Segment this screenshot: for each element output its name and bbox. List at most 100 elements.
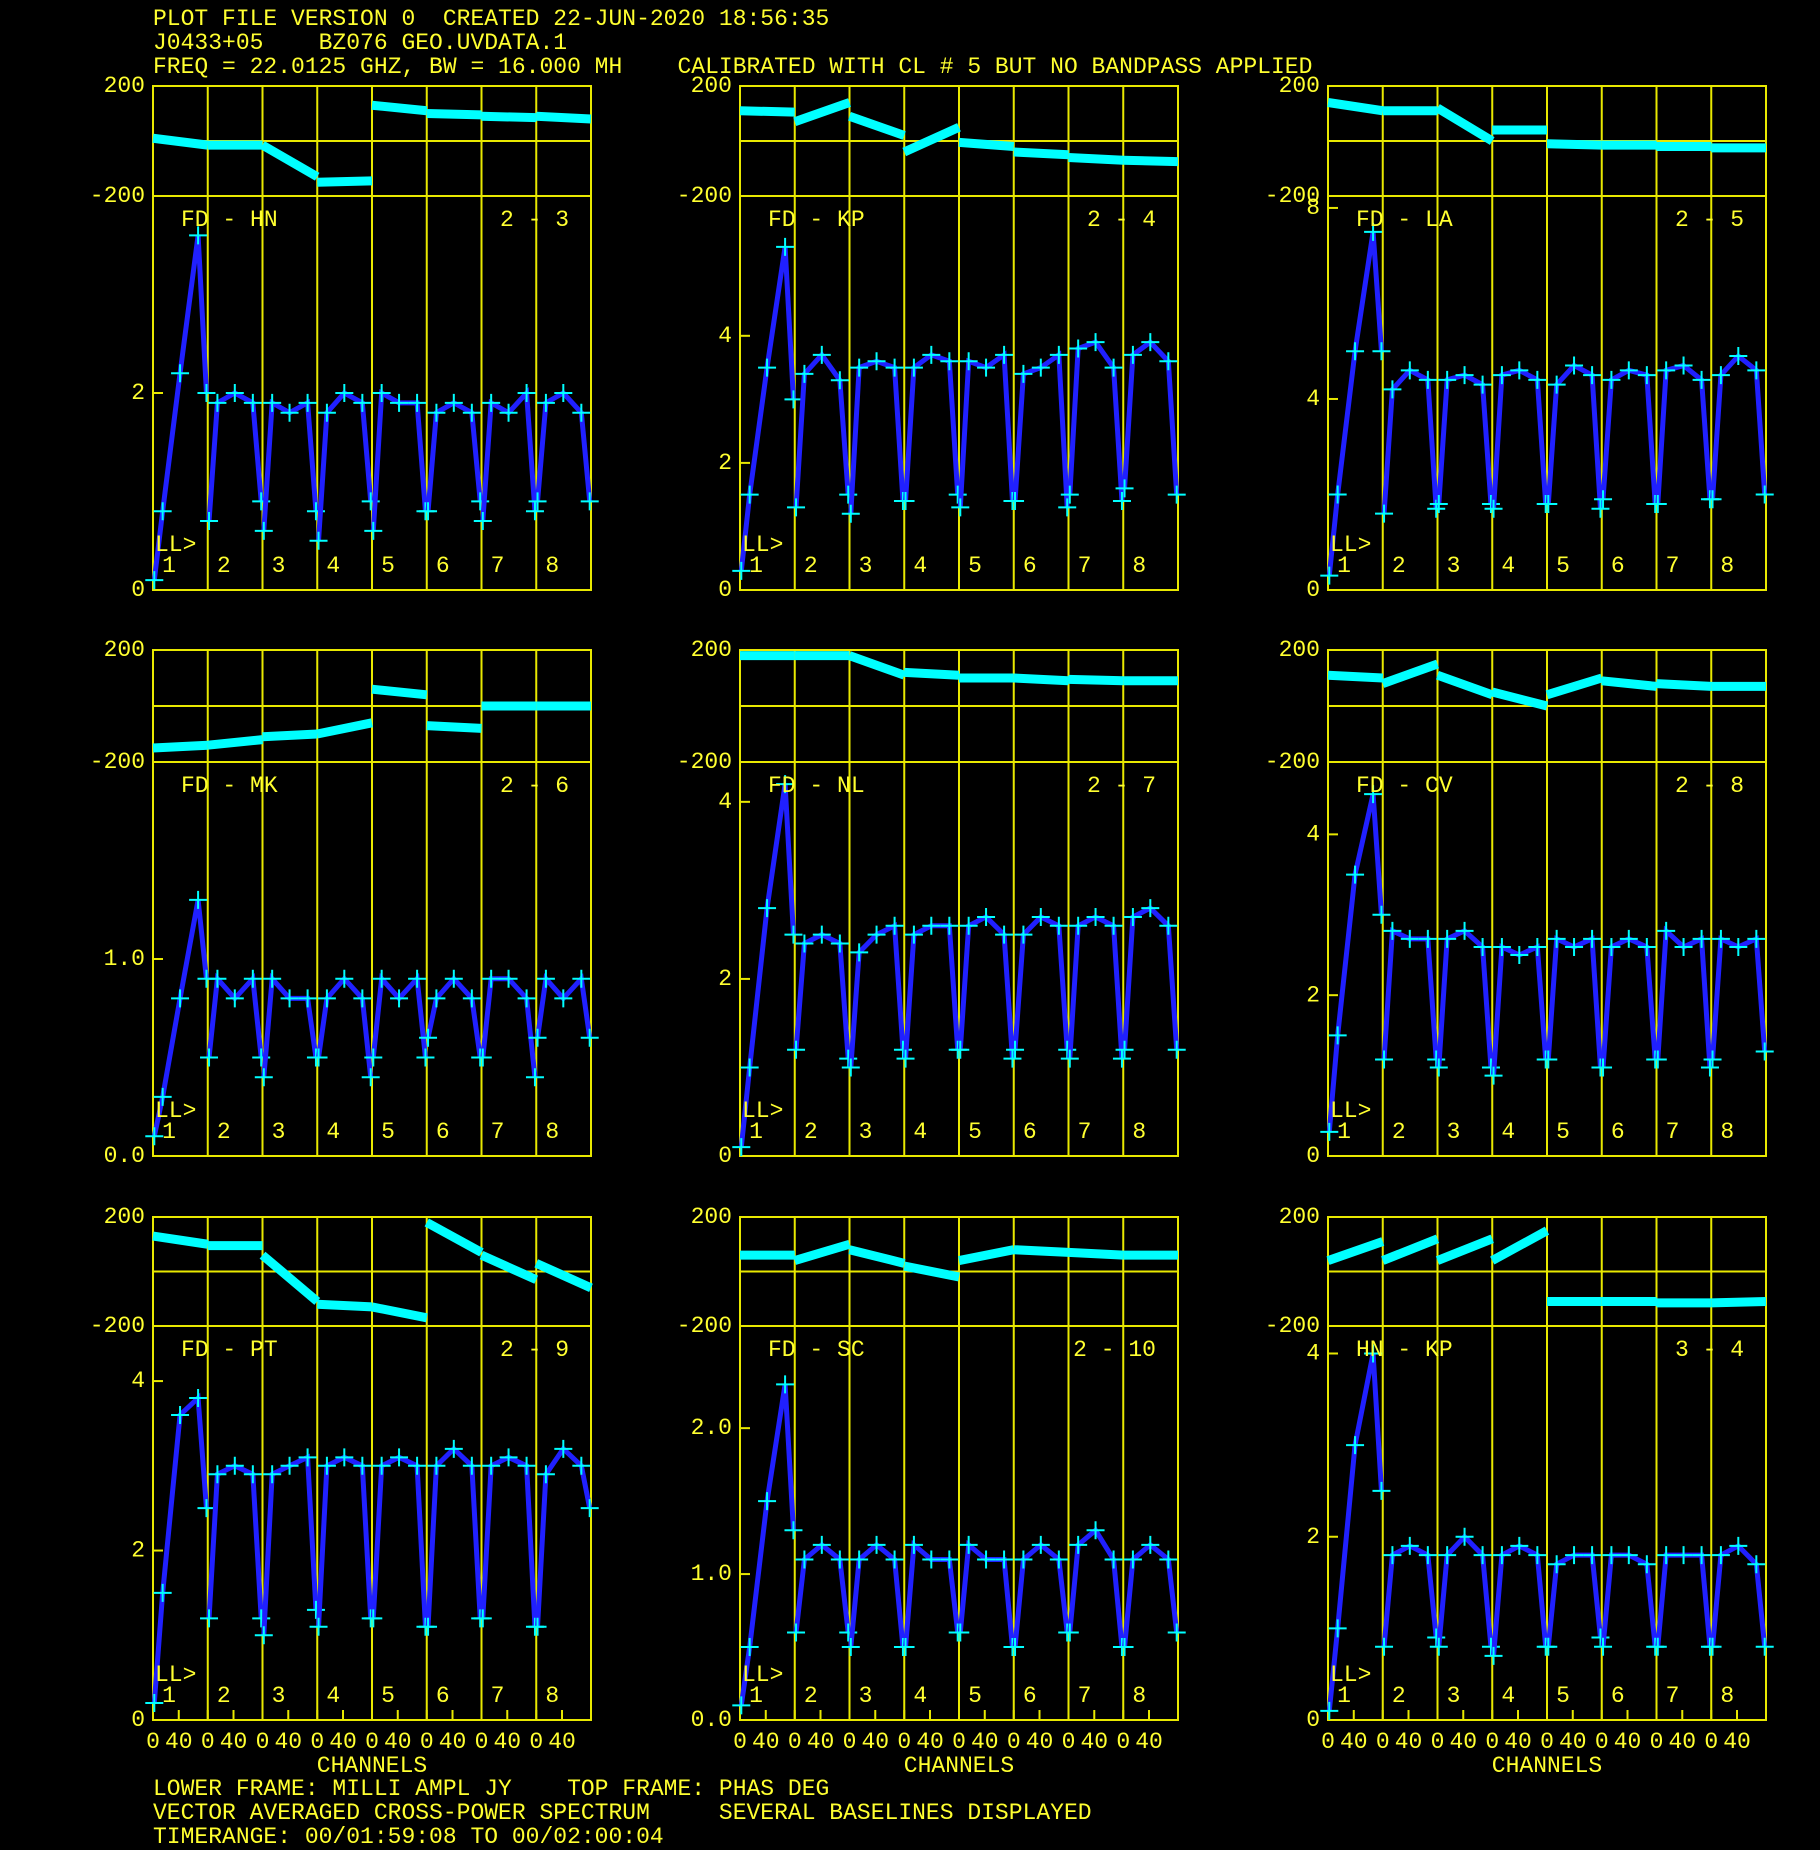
amplitude-point — [784, 390, 803, 409]
phase-line — [1491, 687, 1549, 711]
amplitude-point — [1747, 929, 1766, 948]
phase-tick-label: 200 — [691, 1204, 732, 1230]
amplitude-point — [554, 1439, 573, 1458]
y-tick-label: 4 — [1306, 1341, 1320, 1367]
amplitude-point — [254, 1068, 273, 1087]
phase-line — [1327, 98, 1384, 116]
amplitude-point — [830, 1550, 849, 1569]
amplitude-point — [1141, 333, 1160, 352]
if-label: 7 — [491, 1119, 505, 1145]
amplitude-point — [1123, 907, 1142, 926]
phase-line — [424, 1218, 484, 1257]
amplitude-point — [1755, 1637, 1774, 1656]
amplitude-point — [1375, 1050, 1394, 1069]
x-tick-label: 0 — [897, 1729, 911, 1755]
pair-label: 2 - 5 — [1675, 207, 1744, 233]
if-label: 8 — [545, 1119, 559, 1145]
if-label: 4 — [326, 1119, 340, 1145]
amplitude-point — [904, 358, 923, 377]
phase-line — [1490, 1226, 1550, 1265]
phase-line — [1711, 1296, 1767, 1308]
phase-line — [317, 1299, 373, 1312]
amplitude-point — [951, 1623, 970, 1642]
amplitude-point — [1747, 1555, 1766, 1574]
amplitude-point — [732, 561, 751, 580]
amplitude-point — [1711, 1546, 1730, 1565]
phase-line — [1546, 139, 1602, 150]
amplitude-point — [1657, 921, 1676, 940]
if-label: 1 — [749, 553, 763, 579]
amplitude-point — [1565, 937, 1584, 956]
amplitude-point — [1104, 358, 1123, 377]
amplitude-point — [145, 1694, 164, 1713]
if-label: 8 — [1132, 553, 1146, 579]
pair-label: 2 - 9 — [500, 1337, 569, 1363]
phase-line — [371, 684, 428, 700]
amplitude-point — [1328, 485, 1347, 504]
phase-line — [1435, 1234, 1494, 1265]
amplitude-point — [254, 521, 273, 540]
amplitude-point — [1700, 1058, 1719, 1077]
amplitude-point — [841, 1638, 860, 1657]
phase-tick-label: -200 — [677, 1313, 732, 1339]
if-label: 5 — [968, 1119, 982, 1145]
baseline-label: FD - MK — [181, 773, 278, 799]
amplitude-point — [572, 403, 591, 422]
amplitude-point — [280, 403, 299, 422]
amplitude-point — [171, 364, 190, 383]
amplitude-point — [1320, 566, 1339, 585]
amplitude-point — [776, 237, 795, 256]
amplitude-point — [317, 403, 336, 422]
amplitude-point — [171, 989, 190, 1008]
amplitude-point — [1637, 1555, 1656, 1574]
if-label: 5 — [968, 1683, 982, 1709]
amplitude-point — [580, 1499, 599, 1518]
amplitude-point — [1528, 937, 1547, 956]
amplitude-point — [444, 393, 463, 412]
y-tick-label: 0 — [718, 577, 732, 603]
amplitude-point — [959, 1535, 978, 1554]
amplitude-point — [896, 492, 915, 511]
amplitude-point — [364, 1048, 383, 1067]
amplitude-point — [732, 1138, 751, 1157]
amplitude-point — [1346, 865, 1365, 884]
amplitude-point — [850, 358, 869, 377]
amplitude-point — [1123, 345, 1142, 364]
amplitude-line — [151, 235, 209, 581]
x-tick-label: 0 — [733, 1729, 747, 1755]
amplitude-point — [1547, 375, 1566, 394]
amplitude-point — [1400, 1536, 1419, 1555]
amplitude-point — [572, 1456, 591, 1475]
if-label: 4 — [913, 1119, 927, 1145]
amplitude-point — [1060, 485, 1079, 504]
if-label: 3 — [272, 1683, 286, 1709]
amplitude-line — [848, 358, 906, 514]
x-tick-label: 0 — [365, 1729, 379, 1755]
amplitude-point — [1583, 366, 1602, 385]
baseline-label: FD - NL — [768, 773, 865, 799]
x-tick-label: 0 — [256, 1729, 270, 1755]
amplitude-point — [554, 989, 573, 1008]
x-axis-label: CHANNELS — [317, 1753, 427, 1779]
amplitude-point — [959, 352, 978, 371]
amplitude-point — [1455, 921, 1474, 940]
amplitude-point — [1703, 1637, 1722, 1656]
amplitude-point — [1528, 370, 1547, 389]
amplitude-point — [499, 1448, 518, 1467]
if-label: 4 — [1501, 1119, 1515, 1145]
amplitude-point — [904, 925, 923, 944]
phase-line — [739, 106, 795, 117]
phase-tick-label: -200 — [90, 183, 145, 209]
pair-label: 3 - 4 — [1675, 1337, 1744, 1363]
amplitude-point — [335, 1448, 354, 1467]
amplitude-point — [1159, 352, 1178, 371]
pair-label: 2 - 8 — [1675, 773, 1744, 799]
amplitude-line — [793, 931, 851, 1059]
x-tick-label: 0 — [1704, 1729, 1718, 1755]
amplitude-point — [1429, 1637, 1448, 1656]
x-tick-label: 40 — [439, 1729, 467, 1755]
if-label: 3 — [859, 1119, 873, 1145]
if-label: 4 — [913, 1683, 927, 1709]
amplitude-point — [1372, 1481, 1391, 1500]
